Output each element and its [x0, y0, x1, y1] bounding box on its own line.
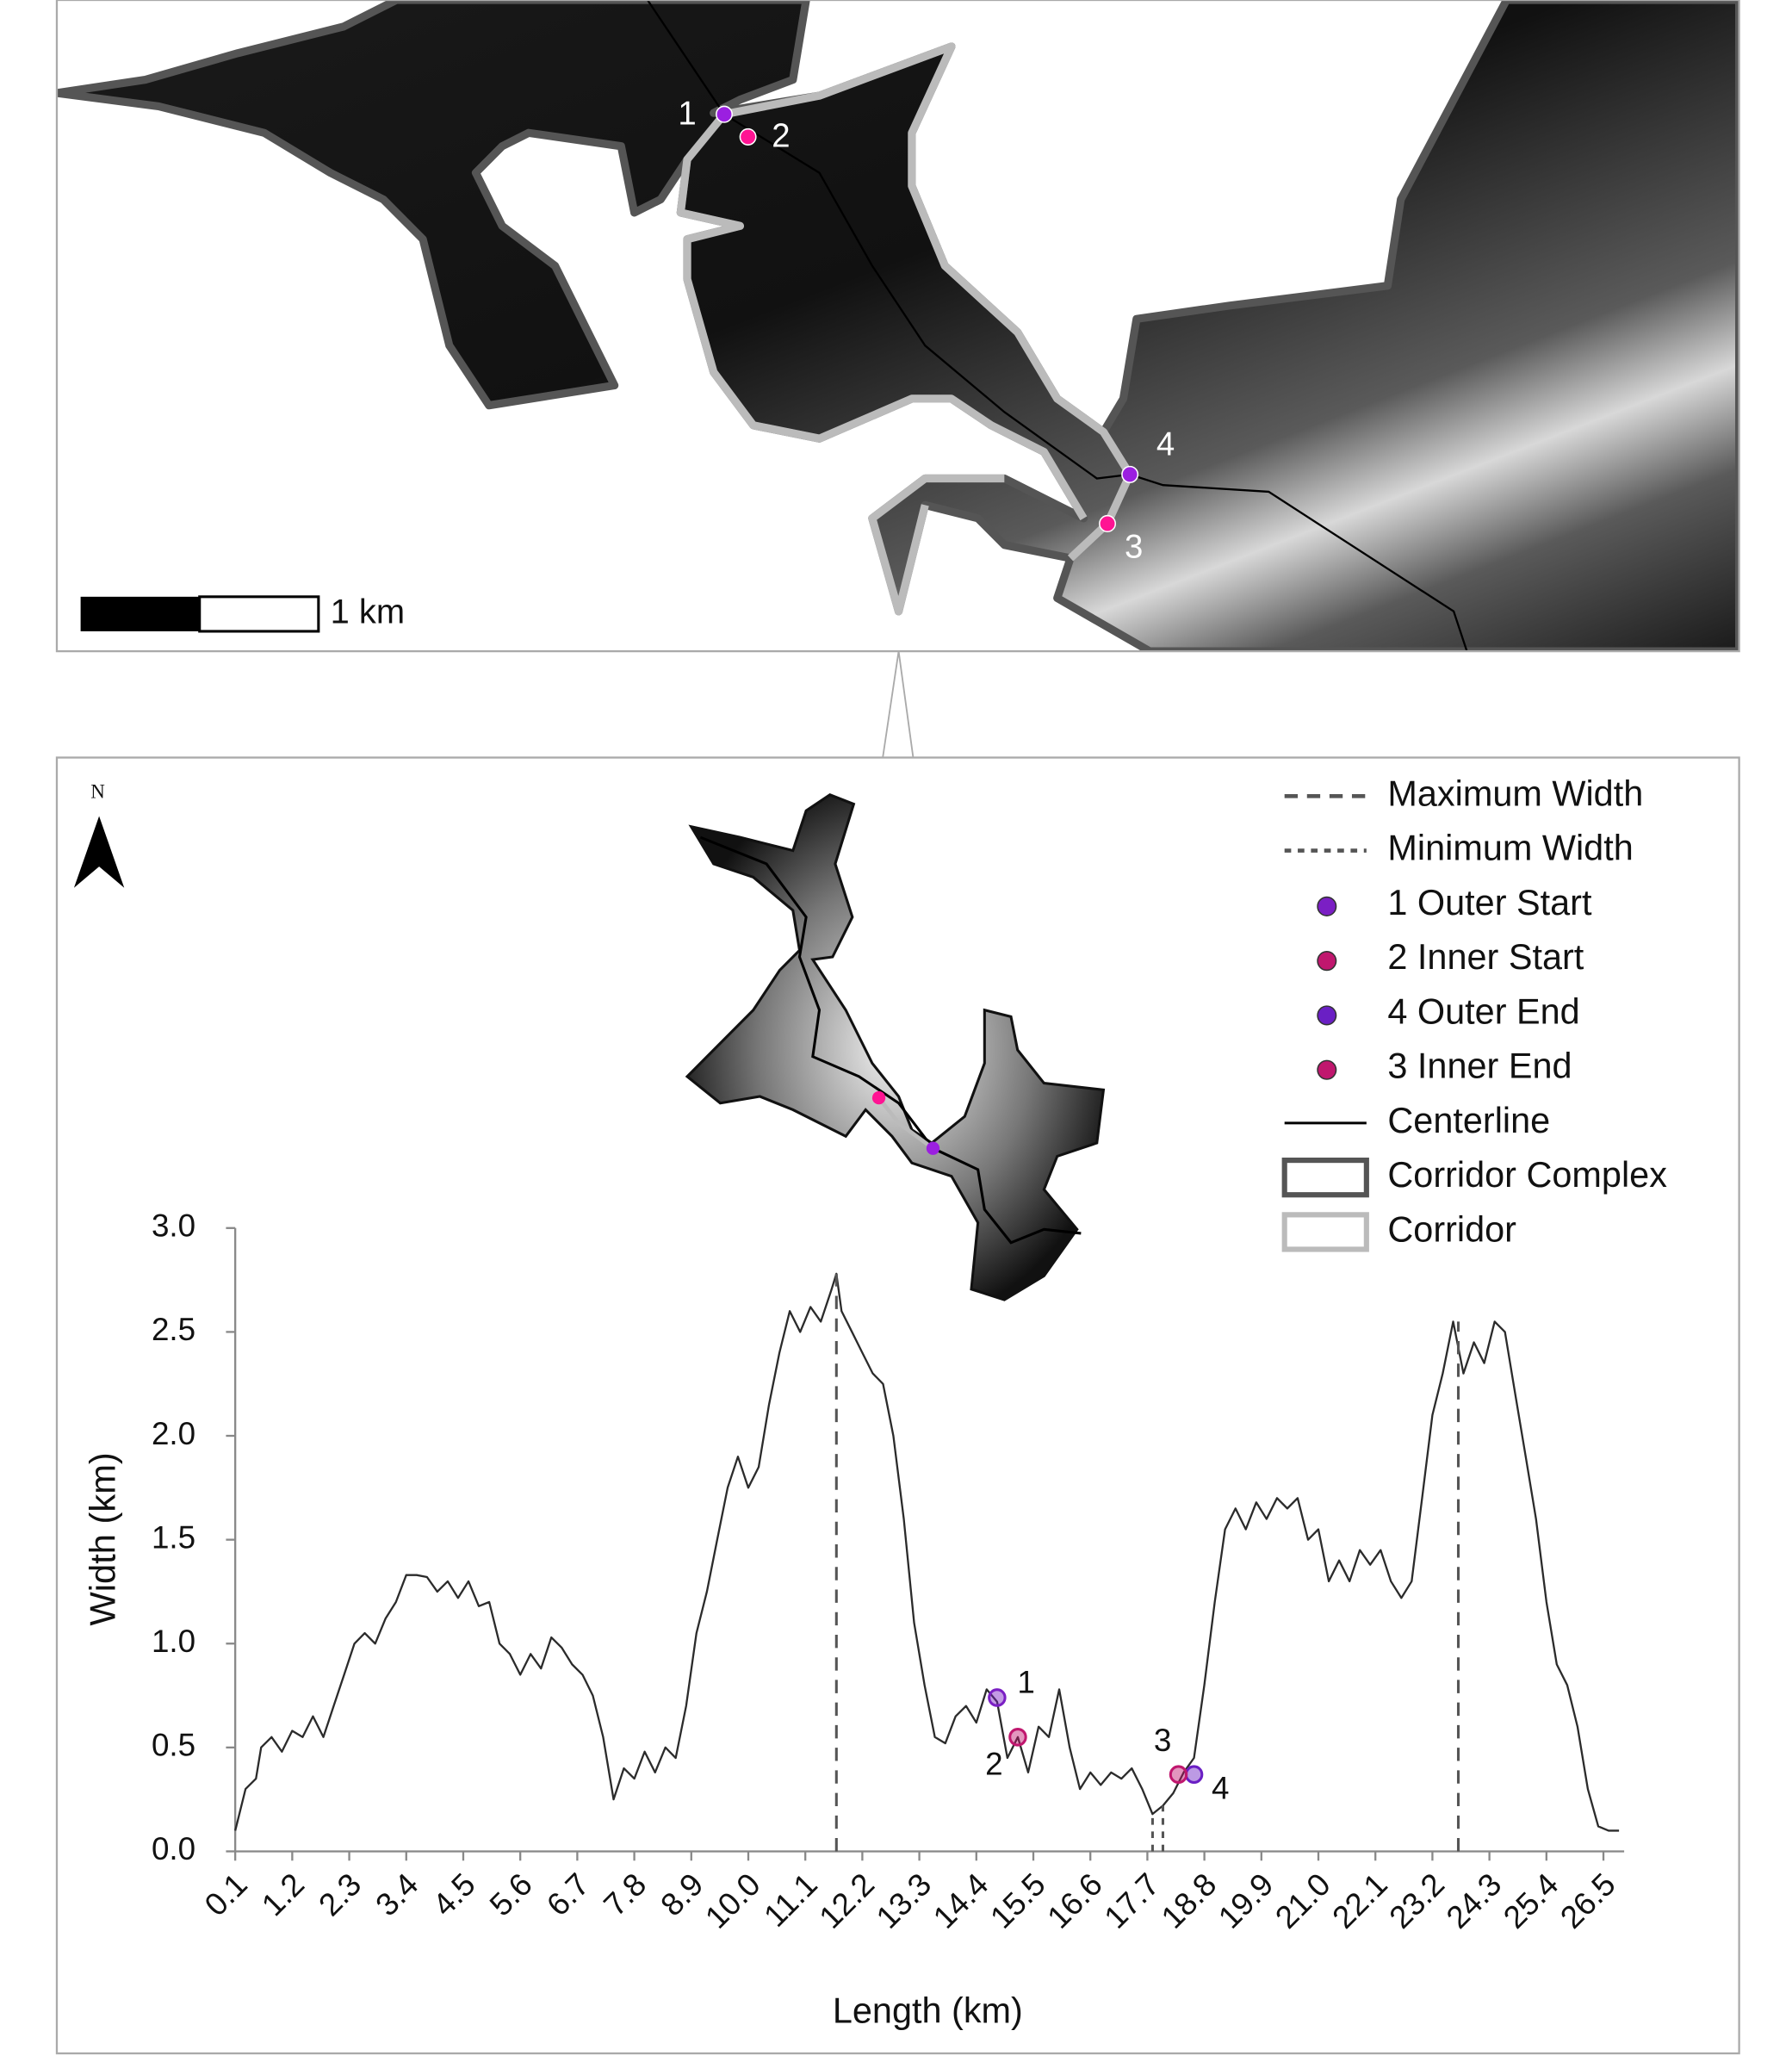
legend-label: Minimum Width	[1387, 827, 1633, 867]
legend-label: Corridor Complex	[1387, 1154, 1667, 1195]
point	[1008, 1728, 1027, 1747]
chart-frame	[55, 756, 1740, 2055]
point	[1184, 1765, 1204, 1785]
scale-label: 1 km	[331, 593, 405, 630]
map-point	[716, 105, 733, 123]
y-tick-label: 0.0	[152, 1831, 195, 1866]
legend-label: 2 Inner Start	[1387, 936, 1584, 977]
corridor	[676, 42, 1134, 616]
inset-centerline	[699, 835, 1082, 1245]
inset-lobe	[685, 793, 1106, 1301]
top-map: 1 2 3 4 1 km	[56, 0, 1739, 652]
point-label: 4	[1212, 1770, 1229, 1805]
legend-swatch	[1281, 1158, 1369, 1198]
width-line	[234, 1272, 1620, 1832]
inset-point	[871, 1090, 886, 1105]
point	[988, 1688, 1007, 1707]
legend-swatch	[1317, 1059, 1337, 1080]
north-label: N	[90, 779, 105, 802]
map-point-label: 3	[1125, 528, 1143, 565]
zoom-connector	[882, 650, 915, 758]
y-axis-label: Width (km)	[83, 1452, 123, 1625]
legend-swatch	[1317, 1005, 1337, 1026]
y-tick-label: 0.5	[152, 1728, 195, 1763]
north-arrow	[73, 816, 125, 888]
map-point	[1121, 465, 1139, 483]
legend-label: Corridor	[1387, 1208, 1516, 1249]
legend-label: 1 Outer Start	[1387, 882, 1592, 922]
y-tick-label: 1.5	[152, 1519, 195, 1555]
legend-label: Centerline	[1387, 1100, 1550, 1140]
legend-swatch	[1317, 896, 1337, 916]
map-point-label: 4	[1156, 426, 1175, 463]
inset-corridor	[877, 1096, 934, 1151]
map-point	[1099, 514, 1117, 532]
map-point-label: 2	[772, 118, 790, 155]
point	[1169, 1765, 1188, 1785]
legend-swatch	[1281, 1212, 1369, 1252]
map-point	[739, 127, 757, 146]
legend-label: Maximum Width	[1387, 773, 1643, 813]
y-tick-label: 1.0	[152, 1624, 195, 1659]
inset-point	[926, 1141, 940, 1155]
centerline	[647, 0, 1468, 652]
point-label: 3	[1154, 1723, 1171, 1758]
scale-bar	[198, 595, 320, 633]
scale-bar	[80, 596, 200, 631]
y-tick-label: 2.5	[152, 1312, 195, 1347]
y-tick-label: 2.0	[152, 1416, 195, 1451]
y-tick-label: 3.0	[152, 1208, 195, 1243]
x-axis-label: Length (km)	[833, 1990, 1023, 2031]
point-label: 2	[985, 1746, 1002, 1781]
inset-map	[685, 793, 1106, 1301]
legend-label: 3 Inner End	[1387, 1046, 1572, 1086]
legend-swatch	[1317, 951, 1337, 972]
map-point-label: 1	[678, 95, 696, 132]
legend-label: 4 Outer End	[1387, 991, 1579, 1031]
point-label: 1	[1017, 1664, 1034, 1699]
